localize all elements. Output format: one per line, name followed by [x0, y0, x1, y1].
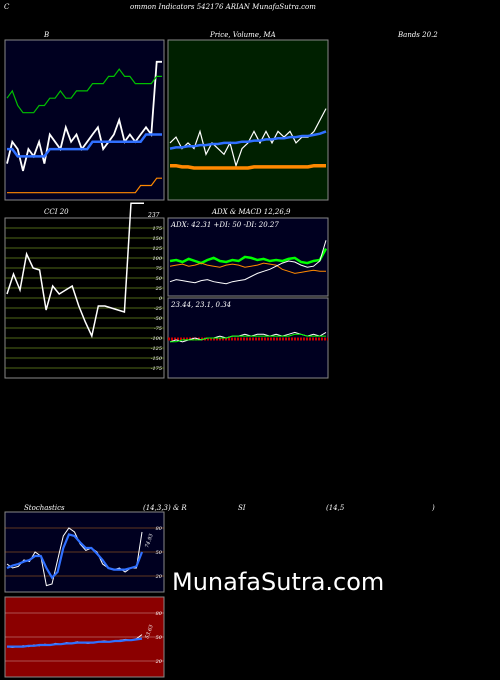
price-series-line: [170, 163, 326, 170]
cci-tick-label: 175: [152, 226, 162, 232]
label-b: B: [44, 31, 50, 39]
label-cci: CCI 20: [44, 208, 69, 216]
rsi-tick-label: 80: [156, 611, 163, 617]
stoch-tick-label: 20: [155, 574, 163, 580]
label-stoch-params: (14,3,3) & R: [143, 504, 187, 512]
label-rsi-close: ): [432, 504, 435, 512]
stoch-tick-label: 80: [156, 526, 163, 532]
cci-last-value: 237: [147, 212, 160, 219]
cci-tick-label: 75: [156, 266, 162, 272]
rsi-tick-label: 50: [156, 635, 163, 641]
macd-info-text: 23.44, 23.1, 0.34: [170, 301, 231, 309]
bands-series-line: [6, 68, 162, 114]
price-panel: [167, 39, 329, 201]
cci-tick-label: -25: [154, 306, 162, 312]
bands-series-line: [7, 177, 162, 194]
cci-tick-label: 150: [152, 236, 162, 242]
cci-tick-label: -125: [151, 346, 162, 352]
price-series-line: [169, 130, 327, 150]
cci-tick-label: 100: [152, 256, 162, 262]
adx-series-line: [169, 240, 327, 285]
bands-series-line: [7, 133, 162, 158]
cci-tick-label: 0: [159, 296, 163, 302]
rsi-last-value: 53.63: [144, 624, 155, 640]
cci-tick-label: -50: [154, 316, 163, 322]
cci-tick-label: -150: [151, 356, 163, 362]
cci-tick-label: 25: [155, 286, 162, 292]
header-c: C: [4, 3, 10, 11]
label-rsi-params: (14,5: [326, 504, 345, 512]
adx-series-line: [169, 248, 328, 265]
stoch-series-line: [6, 533, 144, 580]
label-adx-macd: ADX & MACD 12,26,9: [212, 208, 291, 216]
bands-panel: [4, 39, 165, 201]
page-title: ommon Indicators 542176 ARIAN MunafaSutr…: [130, 3, 316, 11]
adx-series-line: [169, 262, 326, 274]
stoch-tick-label: 50: [156, 550, 163, 556]
cci-line: [6, 202, 144, 339]
stoch-series-line: [6, 527, 143, 587]
label-stoch: Stochastics: [24, 504, 65, 512]
label-si: SI: [238, 504, 246, 512]
label-bands: Bands 20.2: [398, 31, 438, 39]
stoch-last-value: 74.93: [144, 533, 155, 549]
cci-tick-label: 125: [152, 246, 162, 252]
rsi-series-line: [7, 637, 143, 648]
cci-tick-label: -75: [154, 326, 162, 332]
watermark: MunafaSutra.com: [172, 568, 385, 596]
cci-tick-label: 50: [156, 276, 163, 282]
label-price-overlap: Price, Volume, MA: [210, 31, 276, 39]
rsi-tick-label: 20: [155, 659, 163, 665]
cci-tick-label: -100: [151, 336, 163, 342]
adx-info-text: ADX: 42.31 +DI: 50 -DI: 20.27: [170, 221, 279, 229]
cci-tick-label: -175: [151, 366, 162, 372]
macd-series-line: [170, 333, 326, 343]
